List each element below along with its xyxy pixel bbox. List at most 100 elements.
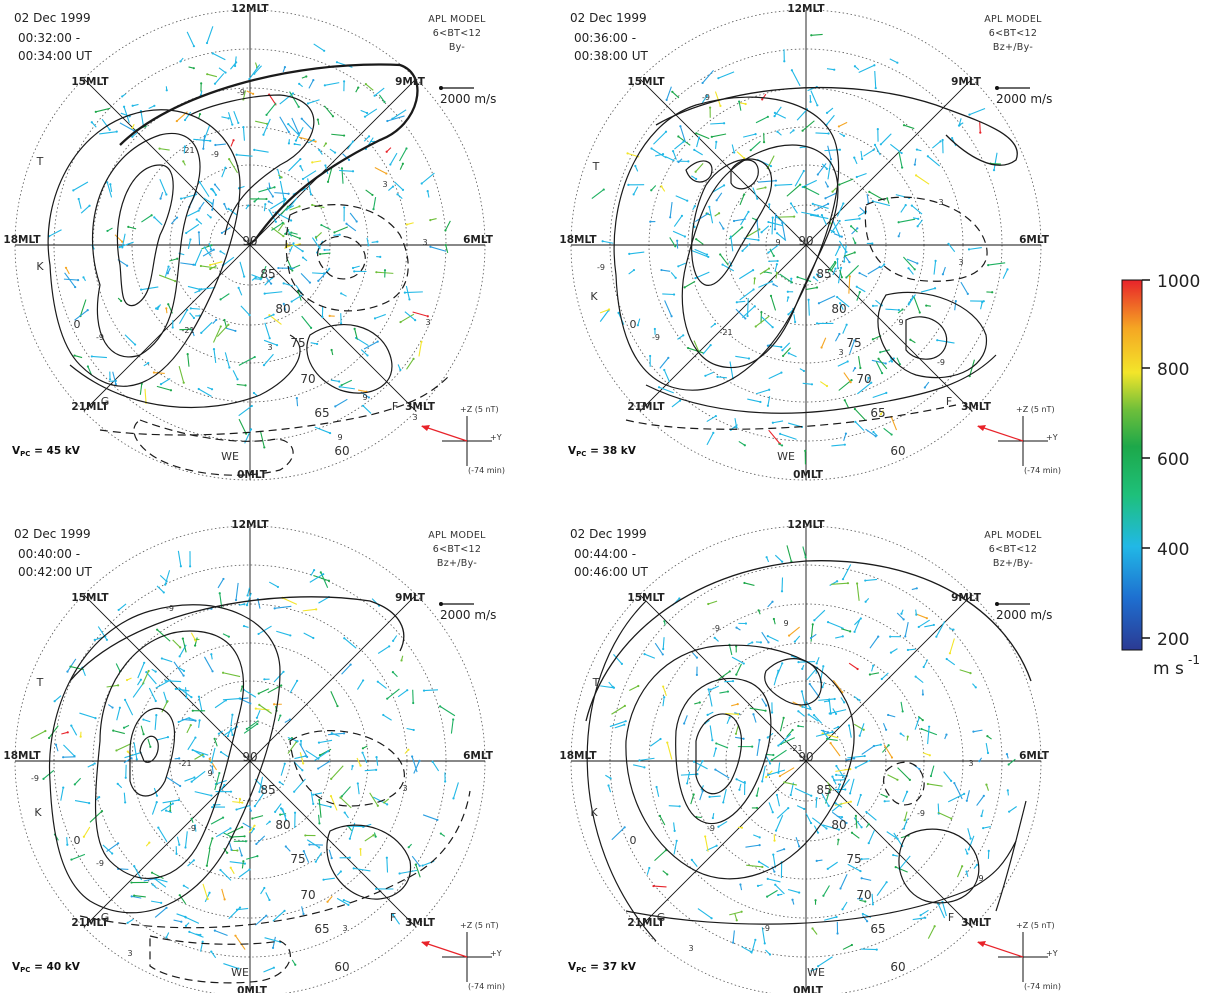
velocity-vector bbox=[91, 121, 97, 128]
velocity-vector bbox=[73, 181, 89, 191]
vector-origin-dot bbox=[829, 788, 832, 791]
vector-origin-dot bbox=[363, 115, 367, 118]
velocity-vector bbox=[979, 122, 981, 133]
vector-origin-dot bbox=[189, 565, 192, 568]
vector-origin-dot bbox=[177, 720, 180, 724]
velocity-vector bbox=[389, 152, 398, 165]
vector-origin-dot bbox=[835, 773, 838, 776]
velocity-vector bbox=[185, 223, 200, 234]
potential-contour bbox=[99, 374, 451, 436]
velocity-vector bbox=[276, 630, 291, 636]
vector-origin-dot bbox=[807, 298, 810, 301]
vector-origin-dot bbox=[901, 308, 904, 311]
vector-origin-dot bbox=[241, 826, 244, 829]
mlt-label-0: 0MLT bbox=[793, 469, 824, 481]
vector-origin-dot bbox=[787, 296, 790, 299]
vector-origin-dot bbox=[815, 286, 819, 289]
vector-origin-dot bbox=[273, 186, 276, 189]
vector-origin-dot bbox=[649, 354, 652, 358]
vector-origin-dot bbox=[787, 352, 790, 355]
vector-origin-dot bbox=[351, 764, 354, 768]
latitude-label: 85 bbox=[816, 267, 831, 281]
velocity-vector bbox=[124, 752, 141, 759]
velocity-vector bbox=[853, 817, 863, 828]
velocity-vector bbox=[180, 262, 194, 266]
vector-origin-dot bbox=[770, 711, 774, 714]
vector-origin-dot bbox=[773, 839, 776, 842]
vector-origin-dot bbox=[870, 381, 873, 384]
potential-contour bbox=[695, 713, 742, 795]
vector-origin-dot bbox=[309, 326, 313, 329]
velocity-vector bbox=[923, 659, 929, 668]
vector-origin-dot bbox=[808, 682, 811, 686]
vector-origin-dot bbox=[324, 142, 328, 145]
vector-origin-dot bbox=[318, 252, 322, 256]
velocity-vector bbox=[63, 278, 79, 281]
vector-origin-dot bbox=[638, 759, 641, 762]
vector-origin-dot bbox=[674, 245, 677, 248]
contour-label: -21 bbox=[181, 146, 194, 155]
velocity-vector bbox=[311, 237, 320, 249]
velocity-vector bbox=[386, 688, 400, 700]
vector-origin-dot bbox=[197, 387, 200, 391]
vector-origin-dot bbox=[673, 829, 676, 832]
vector-origin-dot bbox=[774, 883, 777, 886]
velocity-vector bbox=[889, 58, 898, 64]
vector-origin-dot bbox=[175, 216, 179, 219]
imf-z-label: +Z (5 nT) bbox=[1016, 405, 1055, 414]
vector-origin-dot bbox=[815, 967, 818, 971]
velocity-vector bbox=[194, 249, 203, 266]
vector-origin-dot bbox=[118, 245, 121, 249]
velocity-vector bbox=[856, 291, 861, 301]
vector-origin-dot bbox=[192, 859, 195, 862]
vector-origin-dot bbox=[243, 275, 246, 278]
vector-origin-dot bbox=[188, 930, 191, 934]
vector-origin-dot bbox=[827, 202, 830, 205]
velocity-vector bbox=[808, 714, 819, 722]
velocity-vector bbox=[866, 193, 869, 204]
velocity-vector bbox=[662, 686, 667, 696]
velocity-vector bbox=[207, 73, 218, 78]
vector-origin-dot bbox=[155, 800, 158, 804]
velocity-vector bbox=[319, 748, 332, 756]
vector-origin-dot bbox=[979, 131, 982, 134]
vector-origin-dot bbox=[833, 68, 836, 71]
vector-origin-dot bbox=[986, 751, 990, 755]
vector-origin-dot bbox=[265, 113, 268, 116]
vector-origin-dot bbox=[392, 639, 395, 642]
vector-origin-dot bbox=[288, 718, 292, 721]
velocity-vector bbox=[666, 742, 673, 760]
vector-origin-dot bbox=[282, 282, 285, 285]
velocity-vector bbox=[406, 358, 414, 370]
vector-origin-dot bbox=[290, 231, 293, 234]
velocity-vector bbox=[775, 815, 784, 831]
vector-origin-dot bbox=[412, 701, 415, 705]
vector-origin-dot bbox=[769, 294, 773, 297]
vector-origin-dot bbox=[679, 125, 682, 128]
potential-contour bbox=[691, 158, 773, 286]
velocity-vector bbox=[813, 203, 829, 212]
vector-origin-dot bbox=[845, 323, 848, 326]
vector-origin-dot bbox=[981, 301, 984, 304]
polar-panel: -9-21-9-99-939312MLT9MLT6MLT3MLT0MLT21ML… bbox=[559, 519, 1050, 993]
velocity-vector bbox=[722, 264, 735, 272]
vector-origin-dot bbox=[609, 777, 612, 780]
vector-origin-dot bbox=[677, 265, 680, 268]
vector-origin-dot bbox=[243, 862, 247, 865]
vector-origin-dot bbox=[315, 608, 318, 611]
vector-origin-dot bbox=[184, 846, 187, 849]
vector-origin-dot bbox=[238, 797, 241, 800]
vector-origin-dot bbox=[82, 835, 86, 838]
radar-site-label: WE bbox=[807, 966, 825, 979]
vector-origin-dot bbox=[299, 165, 302, 168]
vector-origin-dot bbox=[93, 638, 96, 641]
vector-origin-dot bbox=[928, 725, 931, 728]
colorbar-tick-label: 600 bbox=[1157, 450, 1189, 470]
velocity-vector bbox=[851, 227, 858, 235]
vector-origin-dot bbox=[965, 799, 968, 802]
velocity-vector bbox=[768, 429, 781, 444]
vector-origin-dot bbox=[722, 184, 726, 187]
velocity-vector bbox=[761, 698, 767, 706]
vector-origin-dot bbox=[846, 360, 849, 363]
vector-origin-dot bbox=[221, 671, 225, 674]
